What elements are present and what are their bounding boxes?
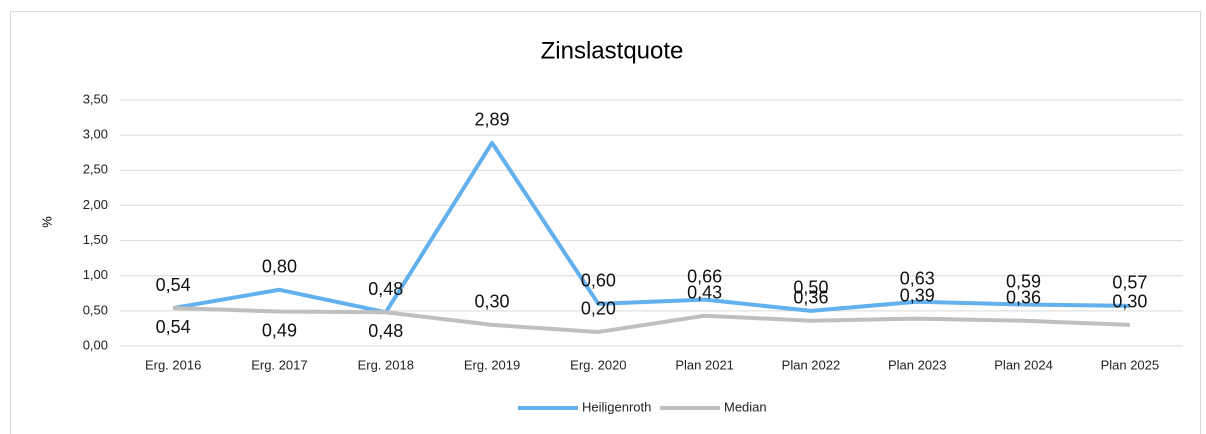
y-tick-label: 1,50 xyxy=(83,232,108,247)
legend-label: Heiligenroth xyxy=(582,399,651,414)
legend-label: Median xyxy=(724,399,767,414)
x-tick-label: Erg. 2017 xyxy=(251,357,307,372)
data-label: 0,59 xyxy=(1006,271,1041,291)
line-series xyxy=(173,306,1130,334)
data-label: 0,50 xyxy=(793,278,828,298)
y-tick-label: 3,50 xyxy=(83,91,108,106)
data-label: 0,20 xyxy=(581,299,616,319)
x-tick-label: Plan 2024 xyxy=(994,357,1053,372)
data-label: 0,66 xyxy=(687,266,722,286)
data-label: 0,30 xyxy=(475,292,510,312)
x-tick-label: Plan 2023 xyxy=(888,357,947,372)
y-tick-label: 3,00 xyxy=(83,127,108,142)
x-tick-label: Erg. 2018 xyxy=(358,357,414,372)
x-tick-label: Plan 2021 xyxy=(675,357,734,372)
data-label: 0,60 xyxy=(581,271,616,291)
data-label: 0,54 xyxy=(156,317,191,337)
data-label: 0,36 xyxy=(1006,287,1041,307)
chart-frame xyxy=(10,11,1201,434)
y-tick-label: 2,00 xyxy=(83,197,108,212)
data-label: 0,57 xyxy=(1112,273,1147,293)
data-label: 2,89 xyxy=(475,110,510,130)
y-tick-label: 1,00 xyxy=(83,267,108,282)
data-label: 0,48 xyxy=(368,321,403,341)
x-tick-label: Plan 2022 xyxy=(782,357,841,372)
data-label: 0,48 xyxy=(368,279,403,299)
x-tick-label: Plan 2025 xyxy=(1101,357,1160,372)
data-label: 0,54 xyxy=(156,275,191,295)
data-label: 0,43 xyxy=(687,283,722,303)
data-label: 0,30 xyxy=(1112,292,1147,312)
x-tick-label: Erg. 2020 xyxy=(570,357,626,372)
line-series xyxy=(172,140,1130,315)
x-tick-label: Erg. 2016 xyxy=(145,357,201,372)
data-label: 0,39 xyxy=(900,285,935,305)
y-tick-label: 2,50 xyxy=(83,162,108,177)
data-label: 0,36 xyxy=(793,287,828,307)
chart-title: Zinslastquote xyxy=(541,37,684,64)
y-tick-label: 0,00 xyxy=(83,337,108,352)
y-tick-label: 0,50 xyxy=(83,302,108,317)
data-label: 0,49 xyxy=(262,320,297,340)
data-label: 0,80 xyxy=(262,257,297,277)
x-tick-label: Erg. 2019 xyxy=(464,357,520,372)
data-label: 0,63 xyxy=(900,268,935,288)
y-axis-label: % xyxy=(39,216,54,228)
